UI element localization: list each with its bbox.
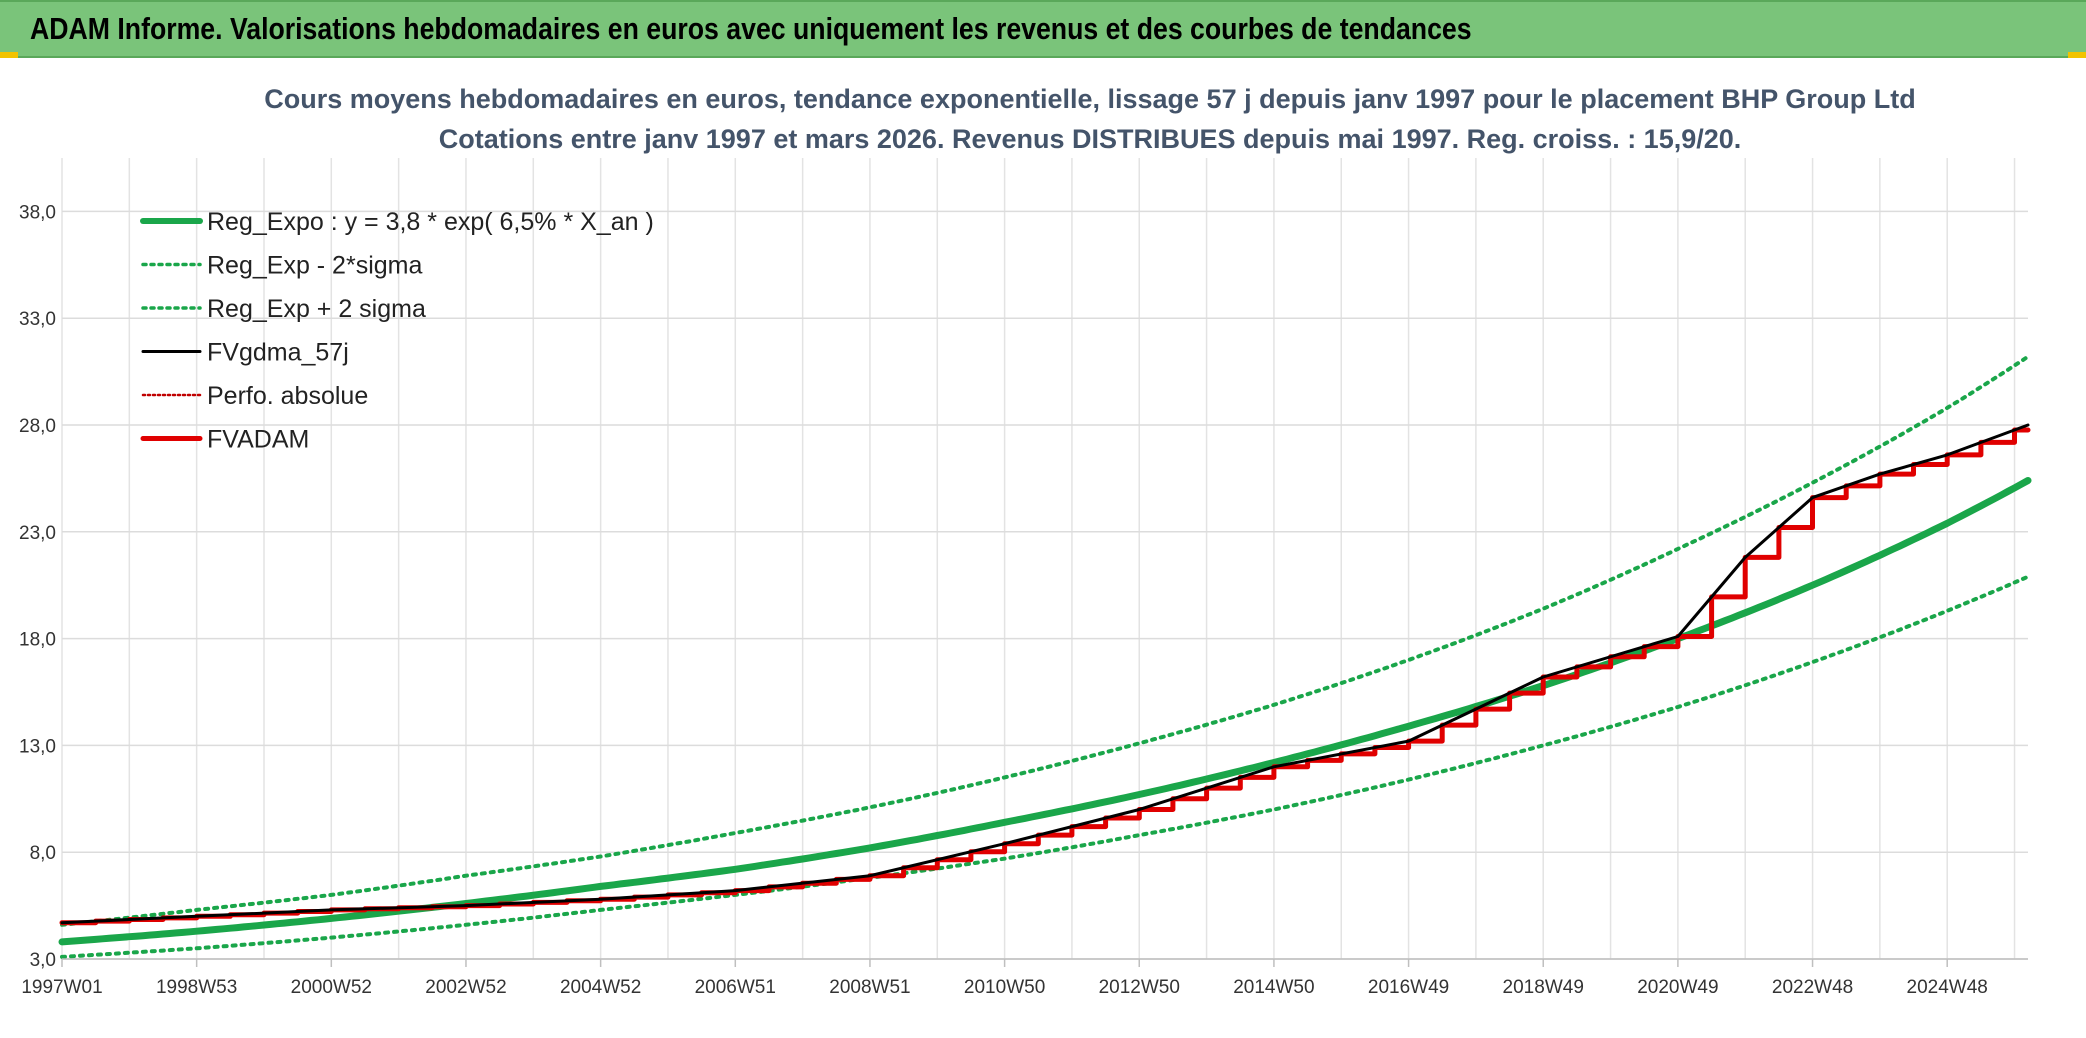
x-tick-label: 2002W52 (425, 977, 506, 998)
x-tick-label: 2024W48 (1907, 977, 1988, 998)
legend-label: Reg_Exp - 2*sigma (207, 252, 422, 280)
x-tick-label: 2000W52 (291, 977, 372, 998)
series-line-1 (58, 477, 2032, 946)
x-tick-label: 2004W52 (560, 977, 641, 998)
chart-legend: Reg_Expo : y = 3,8 * exp( 6,5% * X_an ) R… (140, 208, 654, 454)
y-tick-label: 18,0 (19, 630, 56, 651)
x-tick-label: 2006W51 (695, 977, 776, 998)
legend-label: Reg_Exp + 2 sigma (207, 295, 426, 323)
corner-accent-right (2068, 52, 2086, 58)
series-line-6 (59, 427, 2031, 926)
y-tick-label: 23,0 (19, 523, 56, 544)
y-tick-label: 38,0 (19, 202, 56, 223)
series-line-2 (60, 574, 2030, 959)
y-tick-label: 28,0 (19, 416, 56, 437)
y-tick-label: 13,0 (19, 736, 56, 757)
y-tick-label: 8,0 (30, 843, 56, 864)
chart-svg: 3,0 8,0 13,0 18,0 23,0 28,0 33,0 38,0 1997W01 199… (19, 84, 2032, 998)
corner-accent-left (0, 52, 18, 58)
y-tick-label: 3,0 (30, 950, 56, 971)
grid-lines (61, 158, 2028, 960)
chart-area: 3,0 8,0 13,0 18,0 23,0 28,0 33,0 38,0 1997W01 199… (0, 58, 2086, 1038)
axis-labels: 3,0 8,0 13,0 18,0 23,0 28,0 33,0 38,0 1997W01 199… (19, 202, 2028, 998)
legend-label: FVgdma_57j (207, 339, 349, 367)
chart-title: Cours moyens hebdomadaires en euros, ten… (264, 84, 1915, 114)
legend-label: FVADAM (207, 426, 309, 454)
chart-subtitle: Cotations entre janv 1997 et mars 2026. … (439, 124, 1742, 154)
x-tick-label: 2020W49 (1637, 977, 1718, 998)
y-tick-label: 33,0 (19, 309, 56, 330)
x-tick-label: 1997W01 (21, 977, 102, 998)
series-line-3 (60, 354, 2030, 927)
x-tick-label: 2018W49 (1503, 977, 1584, 998)
x-tick-label: 2010W50 (964, 977, 1045, 998)
series-lines (58, 354, 2032, 959)
report-title: ADAM Informe. Valorisations hebdomadaire… (30, 11, 1472, 46)
x-tick-label: 2008W51 (829, 977, 910, 998)
x-tick-label: 2012W50 (1099, 977, 1180, 998)
x-tick-label: 2016W49 (1368, 977, 1449, 998)
legend-label: Perfo. absolue (207, 382, 368, 410)
x-tick-label: 2014W50 (1233, 977, 1314, 998)
x-tick-label: 1998W53 (156, 977, 237, 998)
x-tick-label: 2022W48 (1772, 977, 1853, 998)
legend-label: Reg_Expo : y = 3,8 * exp( 6,5% * X_an ) (207, 208, 654, 236)
series-line-4 (60, 423, 2030, 925)
report-title-bar: ADAM Informe. Valorisations hebdomadaire… (0, 0, 2086, 58)
